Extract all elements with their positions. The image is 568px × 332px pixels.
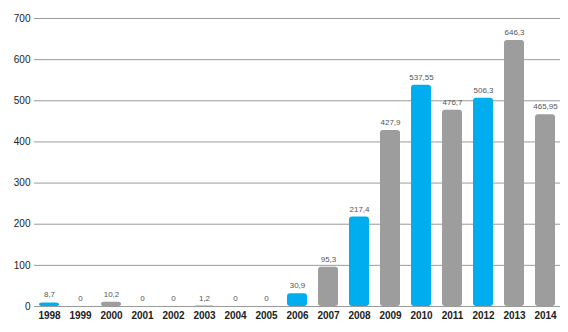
svg-text:2006: 2006 bbox=[286, 310, 309, 321]
svg-text:1999: 1999 bbox=[69, 310, 92, 321]
svg-text:2011: 2011 bbox=[442, 310, 464, 321]
svg-text:2004: 2004 bbox=[224, 310, 247, 321]
svg-text:10,2: 10,2 bbox=[104, 290, 120, 299]
svg-text:2001: 2001 bbox=[131, 310, 154, 321]
svg-text:646,3: 646,3 bbox=[504, 28, 525, 37]
svg-text:2000: 2000 bbox=[100, 310, 123, 321]
svg-text:2008: 2008 bbox=[348, 310, 371, 321]
svg-text:2010: 2010 bbox=[410, 310, 433, 321]
svg-text:700: 700 bbox=[14, 13, 31, 24]
svg-text:500: 500 bbox=[14, 95, 31, 106]
svg-text:2014: 2014 bbox=[534, 310, 557, 321]
svg-text:0: 0 bbox=[264, 294, 269, 303]
svg-text:2002: 2002 bbox=[162, 310, 185, 321]
svg-text:2005: 2005 bbox=[255, 310, 278, 321]
svg-text:427,9: 427,9 bbox=[380, 118, 401, 127]
svg-text:0: 0 bbox=[25, 301, 31, 312]
svg-text:95,3: 95,3 bbox=[321, 255, 337, 264]
svg-text:1998: 1998 bbox=[38, 310, 61, 321]
svg-text:300: 300 bbox=[14, 177, 31, 188]
svg-text:200: 200 bbox=[14, 218, 31, 229]
svg-text:8,7: 8,7 bbox=[44, 290, 56, 299]
svg-text:2013: 2013 bbox=[503, 310, 526, 321]
svg-text:537,55: 537,55 bbox=[409, 73, 434, 82]
svg-text:0: 0 bbox=[171, 294, 176, 303]
svg-text:476,7: 476,7 bbox=[442, 98, 463, 107]
svg-text:400: 400 bbox=[14, 136, 31, 147]
svg-text:600: 600 bbox=[14, 54, 31, 65]
svg-text:2012: 2012 bbox=[472, 310, 495, 321]
svg-text:506,3: 506,3 bbox=[473, 86, 494, 95]
svg-text:1,2: 1,2 bbox=[199, 294, 211, 303]
svg-text:100: 100 bbox=[14, 260, 31, 271]
svg-text:0: 0 bbox=[78, 294, 83, 303]
svg-text:2009: 2009 bbox=[379, 310, 402, 321]
svg-text:217,4: 217,4 bbox=[349, 205, 370, 214]
svg-text:0: 0 bbox=[233, 294, 238, 303]
svg-text:465,95: 465,95 bbox=[533, 102, 558, 111]
svg-text:0: 0 bbox=[140, 294, 145, 303]
svg-text:2007: 2007 bbox=[317, 310, 340, 321]
svg-text:30,9: 30,9 bbox=[290, 281, 306, 290]
svg-text:2003: 2003 bbox=[193, 310, 216, 321]
